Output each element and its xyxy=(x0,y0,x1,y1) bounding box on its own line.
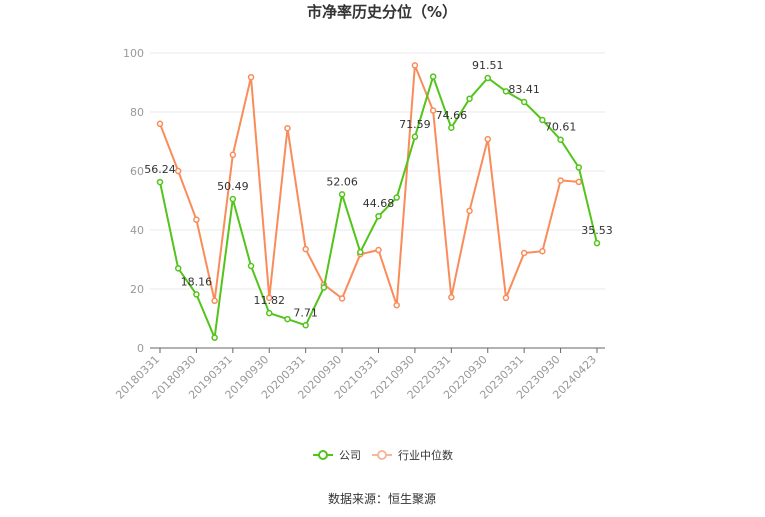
company-point-21 xyxy=(539,116,546,124)
company-point-23 xyxy=(575,164,583,171)
company-point-18 xyxy=(484,74,491,82)
industry-point-12 xyxy=(375,246,382,254)
company-point-8 xyxy=(302,322,309,329)
industry-point-22 xyxy=(557,177,564,184)
company-point-2 xyxy=(193,291,200,298)
industry-point-7 xyxy=(284,124,291,132)
industry-point-18 xyxy=(484,135,491,143)
legend-industry-marker xyxy=(377,450,387,460)
legend-item-company[interactable]: 公司 xyxy=(313,449,361,462)
data-labels: 56.24 18.16 50.49 11.82 7.71 52.06 44.68 71.59 7… xyxy=(144,59,613,319)
data-label-52.06: 52.06 xyxy=(326,175,358,188)
y-tick-label-20: 20 xyxy=(130,283,144,296)
y-axis-ticks: 0 20 40 60 80 100 xyxy=(123,47,144,355)
industry-point-10 xyxy=(338,295,346,302)
data-label-56.24: 56.24 xyxy=(144,163,176,176)
y-tick-label-60: 60 xyxy=(130,165,144,178)
data-label-70.61: 70.61 xyxy=(545,121,577,134)
company-point-7 xyxy=(284,315,291,323)
company-point-20 xyxy=(520,98,528,106)
company-point-12 xyxy=(375,212,382,220)
industry-point-1 xyxy=(174,167,182,175)
industry-point-17 xyxy=(466,207,473,215)
y-tick-label-80: 80 xyxy=(130,106,144,119)
company-point-4 xyxy=(229,195,237,203)
company-point-10 xyxy=(338,191,346,198)
company-point-1 xyxy=(174,265,182,272)
data-label-50.49: 50.49 xyxy=(217,180,249,193)
industry-point-21 xyxy=(539,247,546,255)
data-label-74.66: 74.66 xyxy=(436,109,468,122)
company-point-15 xyxy=(429,73,437,80)
data-label-83.41: 83.41 xyxy=(508,83,540,96)
industry-point-2 xyxy=(193,216,200,223)
data-label-7.71: 7.71 xyxy=(293,306,318,319)
company-point-5 xyxy=(247,262,255,270)
industry-point-8 xyxy=(302,245,309,253)
industry-point-13 xyxy=(393,301,400,309)
industry-point-15 xyxy=(429,107,437,114)
industry-point-3 xyxy=(211,297,218,305)
company-point-22 xyxy=(557,136,564,143)
company-point-24 xyxy=(593,239,601,247)
y-tick-label-100: 100 xyxy=(123,47,144,60)
data-label-44.68: 44.68 xyxy=(363,197,395,210)
industry-point-6 xyxy=(266,294,273,302)
company-point-3 xyxy=(211,334,218,341)
y-tick-label-0: 0 xyxy=(137,342,144,355)
data-label-91.51: 91.51 xyxy=(472,59,504,72)
legend-company-label: 公司 xyxy=(339,449,361,462)
legend-item-industry-median[interactable]: 行业中位数 xyxy=(372,448,453,462)
industry-point-0 xyxy=(156,120,164,128)
company-point-6 xyxy=(266,309,273,317)
company-point-9 xyxy=(320,284,328,291)
chart-title: 市净率历史分位（%） xyxy=(307,3,457,21)
data-label-18.16: 18.16 xyxy=(181,275,213,288)
industry-point-4 xyxy=(229,151,237,159)
legend[interactable]: 公司 行业中位数 xyxy=(313,448,453,462)
company-point-0 xyxy=(156,178,164,186)
company-point-17 xyxy=(466,95,473,102)
data-source: 数据来源：恒生聚源 xyxy=(328,491,436,506)
industry-point-16 xyxy=(448,294,455,301)
industry-point-20 xyxy=(520,249,528,257)
legend-company-marker xyxy=(318,450,328,460)
legend-industry-label: 行业中位数 xyxy=(398,448,453,462)
series-group xyxy=(156,62,601,342)
company-point-16 xyxy=(448,124,455,132)
data-label-11.82: 11.82 xyxy=(254,294,286,307)
company-point-14 xyxy=(411,133,419,141)
y-tick-label-40: 40 xyxy=(130,224,144,237)
industry-point-19 xyxy=(502,294,510,302)
data-label-35.53: 35.53 xyxy=(581,224,613,237)
x-axis: 2018033120180930201903312019093020200331… xyxy=(113,347,605,402)
company-point-11 xyxy=(357,248,364,256)
company-point-13 xyxy=(393,194,400,201)
series-line-industry-median xyxy=(159,65,579,306)
company-point-19 xyxy=(502,88,510,95)
data-label-71.59: 71.59 xyxy=(399,118,431,131)
industry-point-23 xyxy=(575,178,583,186)
industry-point-5 xyxy=(247,73,255,81)
industry-point-14 xyxy=(411,62,419,69)
